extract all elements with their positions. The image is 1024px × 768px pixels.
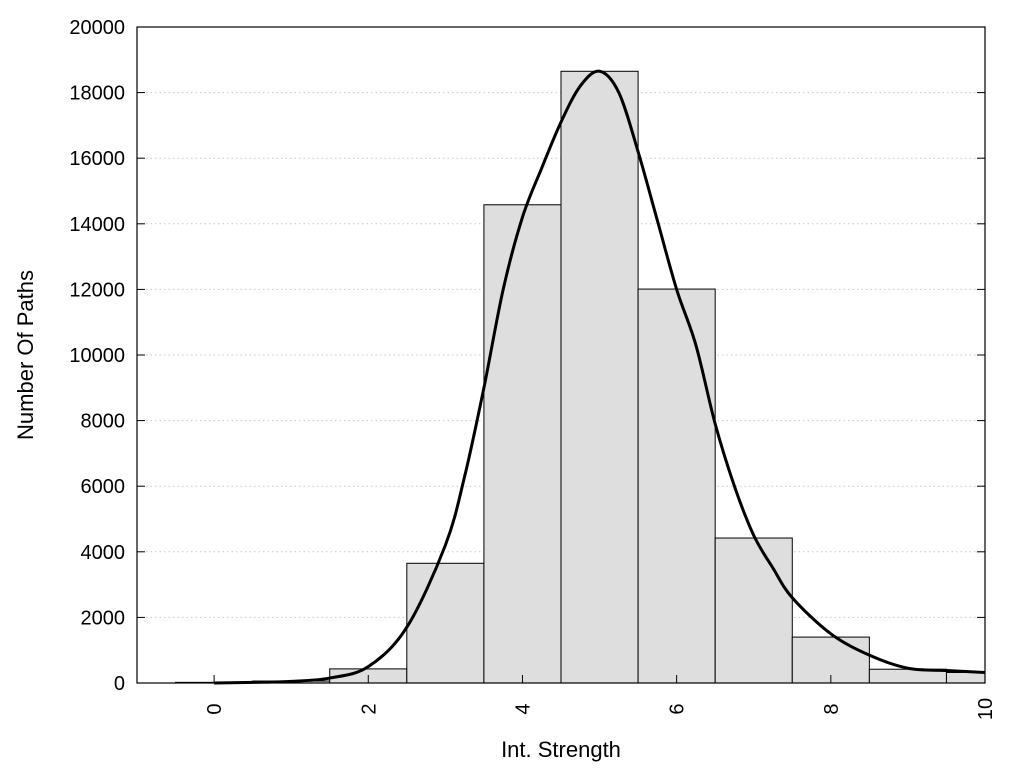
y-tick-label: 20000 — [69, 17, 125, 39]
y-tick-label: 4000 — [81, 542, 126, 564]
bars — [175, 70, 986, 684]
y-tick-label: 0 — [114, 673, 125, 695]
y-tick-label: 18000 — [69, 83, 125, 105]
y-tick-label: 6000 — [81, 476, 126, 498]
histogram-bar — [560, 70, 639, 684]
histogram-bar — [483, 204, 562, 684]
x-tick-label: 0 — [204, 703, 226, 714]
histogram-bar — [714, 537, 793, 684]
y-tick-label: 2000 — [81, 607, 126, 629]
y-axis-ticks: 0 2000 4000 6000 8000 10000 12000 14000 16000 180… — [69, 17, 985, 695]
y-tick-label: 14000 — [69, 214, 125, 236]
x-tick-label: 10 — [975, 698, 997, 720]
x-tick-label: 4 — [512, 703, 534, 714]
y-tick-label: 8000 — [81, 411, 126, 433]
y-axis-title: Number Of Paths — [13, 270, 38, 440]
x-axis-ticks: 0 2 4 6 8 10 — [204, 675, 997, 720]
histogram-bar — [406, 562, 485, 684]
x-tick-label: 6 — [667, 703, 689, 714]
x-axis-title: Int. Strength — [501, 737, 621, 762]
histogram-bar — [945, 672, 986, 684]
y-tick-label: 12000 — [69, 279, 125, 301]
x-tick-label: 2 — [358, 703, 380, 714]
histogram-bar — [637, 288, 716, 684]
density-curve — [214, 69, 986, 685]
x-tick-label: 8 — [821, 703, 843, 714]
y-tick-label: 16000 — [69, 148, 125, 170]
y-tick-label: 10000 — [69, 345, 125, 367]
